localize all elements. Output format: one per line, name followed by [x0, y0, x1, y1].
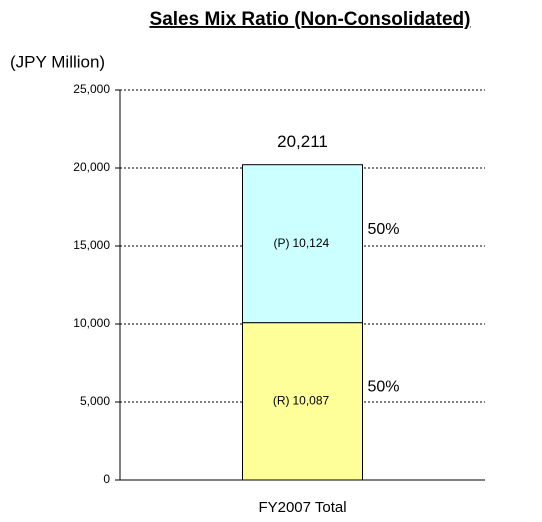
y-tick-label: 25,000: [73, 82, 110, 96]
x-tick-label: FY2007 Total: [258, 499, 346, 516]
chart-title: Sales Mix Ratio (Non-Consolidated): [150, 9, 471, 30]
y-tick-label: 0: [103, 472, 110, 486]
total-label: 20,211: [277, 132, 328, 151]
series-name: (R): [273, 393, 290, 407]
y-tick-label: 10,000: [73, 316, 110, 330]
y-tick-label: 15,000: [73, 238, 110, 252]
percent-label: 50%: [368, 221, 400, 238]
y-tick-label: 5,000: [80, 394, 110, 408]
percent-label: 50%: [368, 379, 400, 396]
y-axis-label: (JPY Million): [10, 52, 105, 71]
series-name: (P): [274, 236, 290, 250]
data-label: 10,124: [293, 236, 330, 250]
bar-segment: [242, 164, 363, 324]
y-tick-label: 20,000: [73, 160, 110, 174]
data-label: 10,087: [293, 393, 330, 407]
